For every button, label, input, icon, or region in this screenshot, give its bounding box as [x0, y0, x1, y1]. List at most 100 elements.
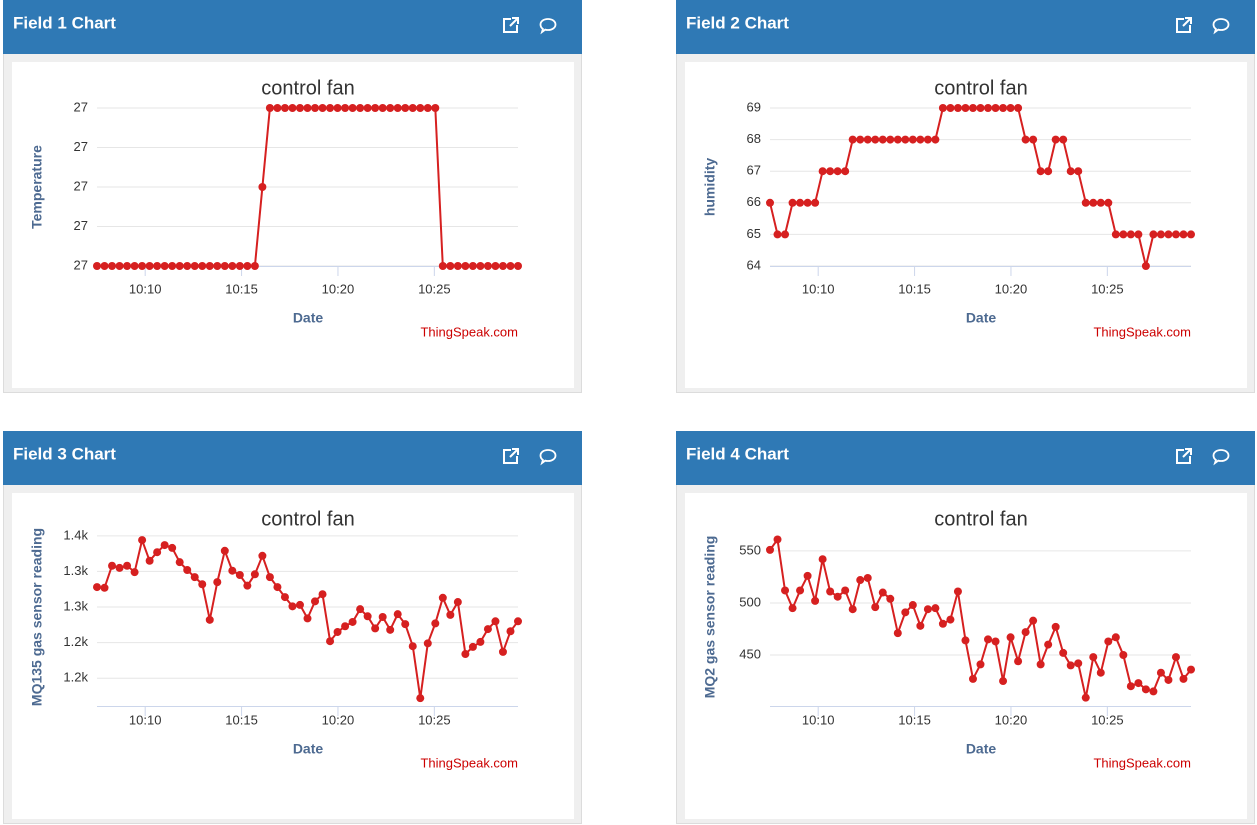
x-axis-label: Date [966, 310, 997, 326]
data-point [265, 573, 274, 582]
icon-shape [1176, 18, 1191, 33]
comment-icon[interactable] [1212, 18, 1230, 35]
data-point [1014, 657, 1023, 666]
data-point [476, 262, 485, 270]
data-point [213, 262, 222, 270]
data-point [923, 605, 932, 614]
data-point [205, 262, 214, 270]
data-point [1149, 230, 1158, 239]
comment-icon[interactable] [539, 18, 557, 35]
data-point [1066, 167, 1075, 176]
credit[interactable]: ThingSpeak.com [1093, 324, 1191, 339]
data-point [468, 642, 477, 651]
data-point [190, 573, 199, 582]
data-point [356, 104, 365, 112]
data-point [423, 639, 432, 648]
data-point [386, 625, 395, 634]
credit[interactable]: ThingSpeak.com [420, 755, 518, 770]
data-point [295, 600, 304, 609]
panel-header [3, 431, 582, 485]
data-point [416, 104, 425, 112]
data-point [250, 262, 259, 270]
open-icon[interactable] [1176, 17, 1192, 33]
data-point [811, 198, 820, 207]
data-point [871, 603, 880, 612]
x-tick-label: 10:15 [898, 712, 931, 727]
data-point [908, 135, 917, 144]
x-axis-label: Date [966, 741, 997, 757]
y-axis-label: MQ135 gas sensor reading [29, 528, 45, 706]
data-point [1179, 230, 1188, 239]
data-point [348, 617, 357, 626]
data-point [1006, 633, 1015, 642]
data-point [916, 621, 925, 630]
data-point [863, 573, 872, 582]
data-point [476, 637, 485, 646]
comment-icon[interactable] [539, 449, 557, 466]
data-point [393, 104, 402, 112]
panel-header [3, 0, 582, 54]
data-point [130, 568, 139, 577]
x-tick-label: 10:25 [418, 281, 451, 296]
comment-icon[interactable] [1212, 449, 1230, 466]
data-point [863, 135, 872, 144]
x-tick-label: 10:20 [322, 712, 355, 727]
y-tick-label: 66 [747, 194, 761, 209]
data-point [168, 262, 177, 270]
data-point [788, 198, 797, 207]
y-tick-label: 1.2k [63, 670, 88, 685]
open-icon[interactable] [1176, 448, 1192, 464]
icon-shape [509, 17, 519, 27]
data-point [498, 647, 507, 656]
data-point [280, 593, 289, 602]
data-point [953, 104, 962, 112]
data-point [1134, 230, 1143, 239]
data-point [145, 556, 154, 565]
open-icon[interactable] [503, 17, 519, 33]
x-tick-label: 10:25 [1091, 281, 1124, 296]
data-point [341, 622, 350, 631]
panel-header [676, 0, 1255, 54]
data-point [893, 629, 902, 638]
data-point [108, 561, 117, 570]
data-point [1119, 230, 1128, 239]
chart-title: control fan [261, 508, 354, 530]
y-tick-label: 1.2k [63, 634, 88, 649]
data-point [326, 104, 335, 112]
data-point [999, 104, 1008, 112]
x-tick-label: 10:25 [418, 712, 451, 727]
data-point [243, 581, 252, 590]
data-point [265, 104, 274, 112]
data-point [356, 605, 365, 614]
x-tick-label: 10:20 [322, 281, 355, 296]
data-point [205, 615, 214, 624]
data-point [1059, 648, 1068, 657]
data-point [1171, 653, 1180, 662]
icon-shape [503, 449, 518, 464]
y-tick-label: 27 [74, 257, 88, 272]
data-point [431, 619, 440, 628]
y-tick-label: 65 [747, 226, 761, 241]
icon-shape [1176, 449, 1191, 464]
data-point [183, 262, 192, 270]
data-point [235, 570, 244, 579]
data-point [401, 104, 410, 112]
panel: Field 4 Chart control fan 450 500 550 10:10 10… [676, 431, 1255, 824]
icon-shape [1212, 18, 1230, 35]
open-icon[interactable] [503, 448, 519, 464]
credit[interactable]: ThingSpeak.com [1093, 755, 1191, 770]
data-point [773, 535, 782, 544]
data-point [243, 262, 252, 270]
data-point [833, 167, 842, 176]
data-point [931, 135, 940, 144]
data-point [333, 627, 342, 636]
data-point [198, 262, 207, 270]
data-point [123, 262, 132, 270]
data-point [1104, 637, 1113, 646]
icon-shape [1182, 448, 1192, 458]
data-point [1044, 640, 1053, 649]
data-point [818, 555, 827, 564]
y-tick-label: 27 [74, 139, 88, 154]
data-point [431, 104, 440, 112]
credit[interactable]: ThingSpeak.com [420, 324, 518, 339]
